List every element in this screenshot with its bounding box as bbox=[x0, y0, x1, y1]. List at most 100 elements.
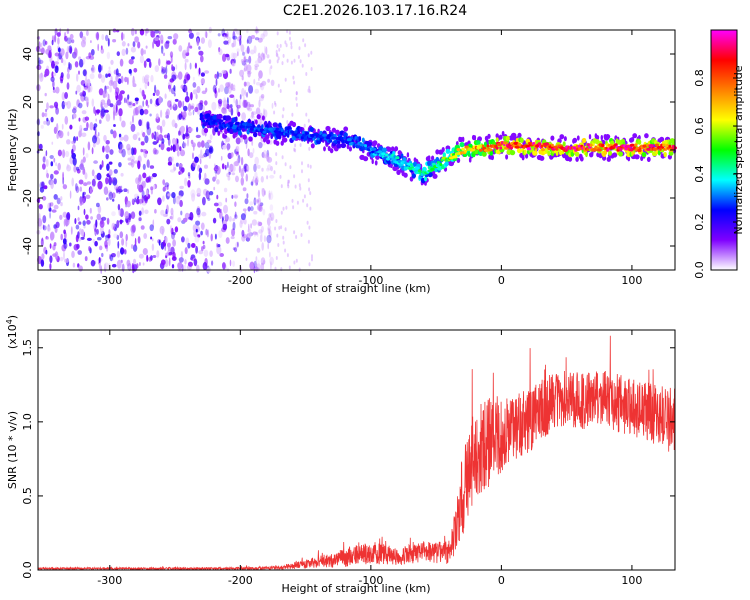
noise-speckle bbox=[291, 198, 294, 203]
noise-speckle bbox=[81, 36, 86, 41]
noise-speckle bbox=[187, 242, 191, 249]
noise-speckle bbox=[121, 41, 126, 47]
noise-speckle bbox=[286, 253, 289, 258]
ridge-cell bbox=[575, 144, 579, 149]
noise-speckle bbox=[171, 264, 175, 269]
noise-speckle bbox=[255, 28, 260, 34]
noise-speckle bbox=[270, 217, 273, 221]
ridge-cell bbox=[252, 124, 256, 129]
noise-speckle bbox=[62, 149, 66, 159]
noise-speckle bbox=[305, 112, 308, 117]
noise-speckle bbox=[161, 67, 166, 74]
noise-speckle bbox=[92, 135, 97, 144]
ridge-cell bbox=[275, 140, 280, 146]
noise-speckle bbox=[42, 215, 47, 224]
noise-speckle bbox=[235, 175, 239, 183]
noise-speckle bbox=[266, 54, 270, 59]
ridge-cell bbox=[505, 154, 509, 160]
noise-speckle bbox=[66, 164, 72, 172]
ridge-cell bbox=[336, 143, 341, 149]
noise-speckle bbox=[257, 37, 263, 43]
ridge-cell bbox=[248, 136, 253, 142]
noise-speckle bbox=[142, 100, 145, 107]
noise-speckle bbox=[268, 192, 271, 200]
noise-speckle bbox=[236, 152, 239, 157]
ridge-cell bbox=[375, 154, 380, 160]
noise-speckle bbox=[269, 212, 275, 221]
noise-speckle bbox=[257, 52, 261, 58]
noise-speckle bbox=[118, 108, 123, 117]
noise-speckle bbox=[113, 233, 118, 239]
noise-speckle bbox=[282, 240, 285, 245]
noise-speckle bbox=[293, 80, 296, 85]
noise-speckle bbox=[233, 39, 237, 47]
ridge-cell bbox=[579, 156, 584, 162]
noise-speckle bbox=[252, 176, 255, 183]
noise-speckle bbox=[81, 110, 87, 115]
noise-speckle bbox=[175, 64, 178, 70]
noise-speckle bbox=[275, 49, 278, 54]
noise-speckle bbox=[284, 248, 287, 253]
noise-speckle bbox=[60, 72, 64, 79]
noise-speckle bbox=[295, 258, 298, 263]
noise-speckle bbox=[192, 109, 195, 116]
noise-speckle bbox=[132, 103, 136, 107]
ridge-cell bbox=[646, 143, 650, 147]
noise-speckle bbox=[117, 185, 122, 195]
noise-speckle bbox=[134, 97, 139, 102]
ridge-cell bbox=[637, 139, 642, 145]
noise-speckle bbox=[277, 56, 280, 61]
noise-speckle bbox=[274, 102, 277, 107]
noise-speckle bbox=[240, 44, 245, 53]
frequency-ridge-layer bbox=[199, 110, 677, 186]
noise-speckle bbox=[202, 240, 205, 245]
noise-speckle bbox=[60, 196, 63, 201]
noise-speckle bbox=[46, 102, 49, 110]
noise-speckle bbox=[192, 224, 197, 232]
noise-speckle bbox=[90, 216, 93, 220]
noise-speckle bbox=[53, 72, 57, 77]
noise-speckle bbox=[115, 68, 119, 77]
noise-speckle bbox=[163, 74, 168, 79]
ridge-cell bbox=[509, 146, 514, 150]
noise-speckle bbox=[212, 176, 216, 182]
noise-speckle bbox=[176, 150, 180, 157]
noise-speckle bbox=[143, 49, 146, 55]
noise-speckle bbox=[158, 144, 161, 148]
noise-speckle bbox=[207, 197, 211, 201]
ridge-cell bbox=[319, 137, 323, 141]
ridge-cell bbox=[427, 160, 432, 166]
noise-speckle bbox=[38, 41, 41, 50]
noise-speckle bbox=[116, 188, 118, 194]
noise-speckle bbox=[130, 232, 135, 237]
noise-speckle bbox=[55, 107, 59, 115]
noise-speckle bbox=[240, 156, 244, 166]
noise-speckle bbox=[275, 219, 278, 223]
noise-speckle bbox=[240, 59, 244, 63]
noise-speckle bbox=[286, 120, 289, 124]
noise-speckle bbox=[130, 244, 134, 249]
noise-speckle bbox=[234, 195, 238, 199]
noise-speckle bbox=[226, 54, 231, 61]
noise-speckle bbox=[267, 225, 272, 231]
noise-speckle bbox=[236, 151, 239, 156]
noise-speckle bbox=[216, 207, 221, 213]
noise-speckle bbox=[45, 49, 49, 55]
noise-speckle bbox=[127, 189, 130, 194]
noise-speckle bbox=[42, 156, 46, 163]
noise-speckle bbox=[308, 262, 311, 267]
noise-speckle bbox=[176, 138, 179, 145]
ridge-cell bbox=[586, 148, 590, 152]
noise-speckle bbox=[166, 218, 171, 225]
noise-speckle bbox=[127, 157, 132, 161]
noise-speckle bbox=[119, 115, 122, 122]
noise-speckle bbox=[224, 214, 229, 222]
noise-speckle bbox=[303, 194, 306, 199]
noise-speckle bbox=[268, 59, 272, 64]
noise-speckle bbox=[253, 198, 259, 204]
noise-speckle bbox=[279, 89, 282, 93]
snr-y-multiplier-suffix: ) bbox=[6, 315, 19, 319]
noise-speckle bbox=[252, 148, 255, 154]
noise-speckle bbox=[269, 256, 275, 266]
noise-speckle bbox=[273, 100, 276, 105]
